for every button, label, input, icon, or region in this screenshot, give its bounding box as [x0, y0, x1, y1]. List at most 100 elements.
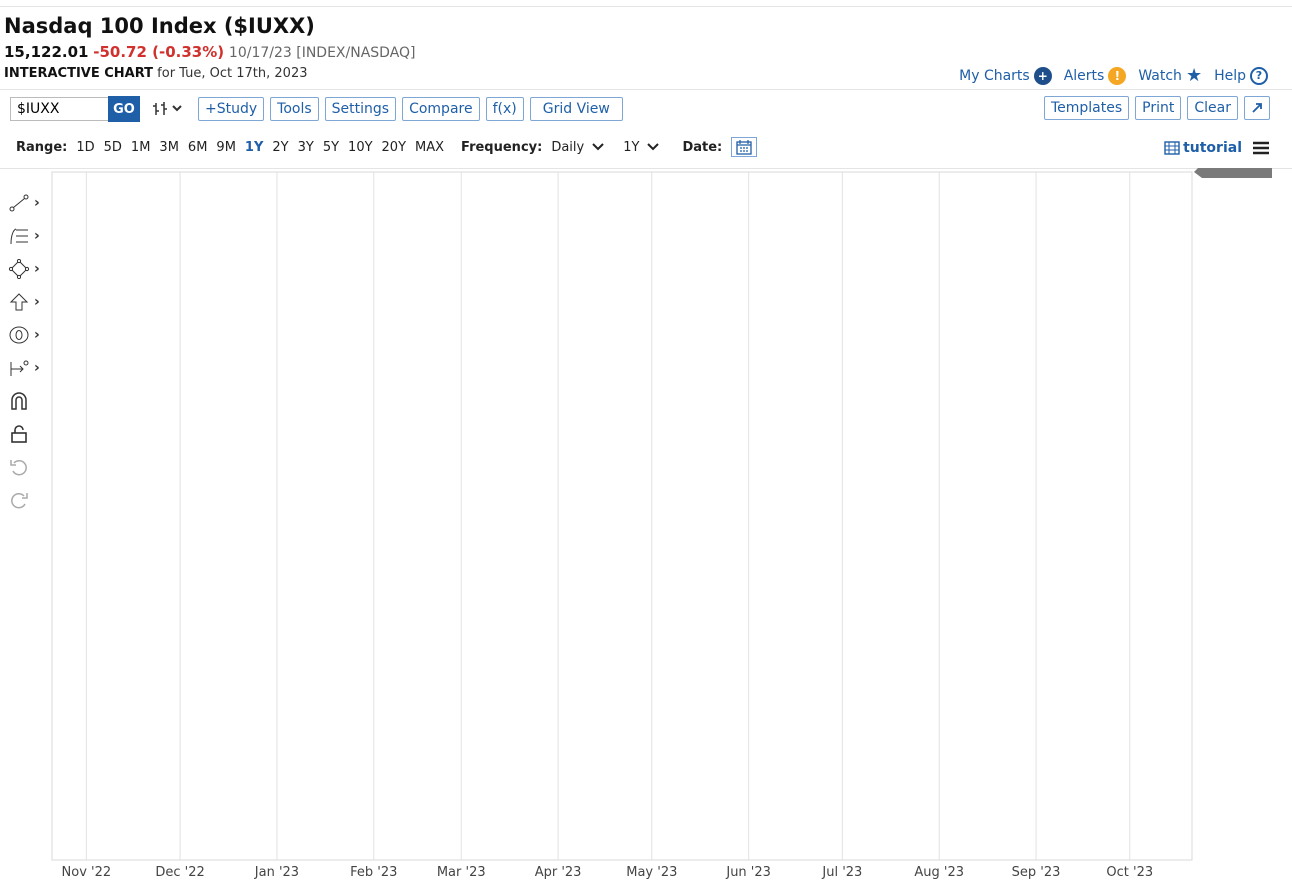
chevron-right-icon: › — [34, 359, 40, 376]
range-2y[interactable]: 2Y — [272, 139, 289, 155]
x-tick-label: Mar '23 — [437, 865, 486, 880]
line-tool[interactable]: › — [8, 186, 48, 219]
x-tick-label: Jul '23 — [821, 865, 862, 880]
x-tick-label: Nov '22 — [62, 865, 112, 880]
plot-area — [51, 171, 1193, 861]
range-label: Range: — [16, 139, 68, 155]
fibonacci-icon — [10, 228, 28, 244]
quote-line: 15,122.01 -50.72 (-0.33%) 10/17/23 [INDE… — [4, 43, 416, 61]
interactive-title: INTERACTIVE CHART — [4, 66, 154, 81]
period-dropdown[interactable]: 1Y — [623, 139, 660, 155]
chart-toolbar: GO +Study Tools Settings Compare f(x) Gr… — [10, 96, 623, 122]
annotation-tool[interactable]: › — [8, 318, 48, 351]
last-price: 15,122.01 — [4, 43, 89, 61]
study-button[interactable]: +Study — [198, 97, 265, 121]
compare-button[interactable]: Compare — [402, 97, 480, 121]
line-tool-icon — [9, 194, 29, 211]
alert-icon: ! — [1108, 66, 1127, 85]
shape-icon — [8, 258, 30, 279]
settings-button[interactable]: Settings — [324, 97, 397, 121]
film-icon — [1164, 141, 1180, 155]
clipped-level-tag — [1194, 168, 1272, 178]
tutorial-area: tutorial — [1164, 140, 1270, 156]
range-5y[interactable]: 5Y — [322, 139, 340, 155]
lock-tool[interactable] — [8, 417, 48, 450]
chevron-down-icon — [172, 105, 182, 112]
redo-tool[interactable] — [8, 483, 48, 516]
toolbar-divider — [0, 89, 1292, 90]
arrow-tool[interactable]: › — [8, 285, 48, 318]
star-icon: ★ — [1185, 65, 1203, 86]
alerts-link[interactable]: Alerts ! — [1064, 66, 1127, 85]
measure-tool[interactable]: › — [8, 351, 48, 384]
chevron-right-icon: › — [34, 293, 40, 310]
expand-button[interactable] — [1244, 96, 1270, 120]
fibonacci-tool[interactable]: › — [8, 219, 48, 252]
frequency-label: Frequency: — [461, 139, 543, 155]
my-charts-link[interactable]: My Charts + — [959, 66, 1052, 85]
range-3m[interactable]: 3M — [159, 139, 179, 155]
arrow-up-icon — [9, 292, 29, 310]
range-10y[interactable]: 10Y — [348, 139, 373, 155]
chevron-right-icon: › — [34, 194, 40, 211]
measure-icon — [10, 360, 29, 376]
range-1m[interactable]: 1M — [130, 139, 151, 155]
help-link[interactable]: Help ? — [1214, 66, 1268, 85]
x-tick-label: Sep '23 — [1012, 865, 1061, 880]
top-divider — [0, 6, 1292, 7]
chevron-down-icon — [647, 143, 660, 151]
go-button[interactable]: GO — [108, 96, 140, 122]
annotation-icon — [9, 326, 29, 343]
chevron-right-icon: › — [34, 260, 40, 277]
range-5d[interactable]: 5D — [103, 139, 122, 155]
x-tick-label: Oct '23 — [1106, 865, 1153, 880]
quote-meta: 10/17/23 [INDEX/NASDAQ] — [228, 45, 416, 61]
templates-button[interactable]: Templates — [1043, 96, 1130, 120]
range-bar: Range: 1D 5D 1M 3M 6M 9M 1Y 2Y 3Y 5Y 10Y… — [16, 137, 758, 157]
ohlc-bars-icon — [153, 102, 167, 115]
range-20y[interactable]: 20Y — [381, 139, 407, 155]
period-value: 1Y — [623, 139, 640, 155]
fx-button[interactable]: f(x) — [485, 97, 524, 121]
grid-view-button[interactable]: Grid View — [529, 97, 623, 121]
price-change: -50.72 (-0.33%) — [93, 43, 225, 61]
range-6m[interactable]: 6M — [187, 139, 208, 155]
hamburger-menu-icon[interactable] — [1252, 141, 1270, 155]
watch-label: Watch — [1138, 67, 1182, 84]
help-label: Help — [1214, 67, 1246, 84]
tools-button[interactable]: Tools — [270, 97, 319, 121]
magnet-tool[interactable] — [8, 384, 48, 417]
page-title: Nasdaq 100 Index ($IUXX) — [4, 14, 315, 38]
symbol-input[interactable] — [10, 97, 108, 121]
watch-link[interactable]: Watch ★ — [1138, 65, 1202, 86]
chevron-right-icon: › — [34, 227, 40, 244]
range-1y[interactable]: 1Y — [244, 139, 264, 155]
print-button[interactable]: Print — [1135, 96, 1182, 120]
drawing-tools-panel: › › › › › › — [8, 186, 48, 516]
shape-tool[interactable]: › — [8, 252, 48, 285]
right-toolbar: Templates Print Clear — [1043, 96, 1270, 120]
interactive-date: for Tue, Oct 17th, 2023 — [157, 66, 308, 81]
chevron-right-icon: › — [34, 326, 40, 343]
date-label: Date: — [682, 139, 723, 155]
frequency-dropdown[interactable]: Daily — [551, 140, 604, 155]
range-9m[interactable]: 9M — [216, 139, 236, 155]
undo-icon — [10, 459, 27, 475]
magnet-icon — [11, 391, 27, 410]
range-1d[interactable]: 1D — [76, 139, 95, 155]
x-tick-label: Jan '23 — [254, 865, 299, 880]
range-max[interactable]: MAX — [415, 139, 445, 155]
undo-tool[interactable] — [8, 450, 48, 483]
chart-type-dropdown[interactable] — [152, 101, 182, 117]
frequency-value: Daily — [551, 139, 585, 155]
tutorial-link[interactable]: tutorial — [1164, 140, 1242, 156]
date-picker-button[interactable] — [731, 137, 758, 157]
x-tick-label: Aug '23 — [914, 865, 964, 880]
x-tick-label: Jun '23 — [725, 865, 771, 880]
expand-arrow-icon — [1252, 103, 1262, 113]
clear-button[interactable]: Clear — [1187, 96, 1238, 120]
unlock-icon — [11, 424, 27, 443]
range-3y[interactable]: 3Y — [297, 139, 314, 155]
price-chart[interactable]: 10,500.0011,000.0011,500.0012,000.0012,5… — [0, 168, 1292, 886]
calendar-icon — [736, 140, 752, 155]
